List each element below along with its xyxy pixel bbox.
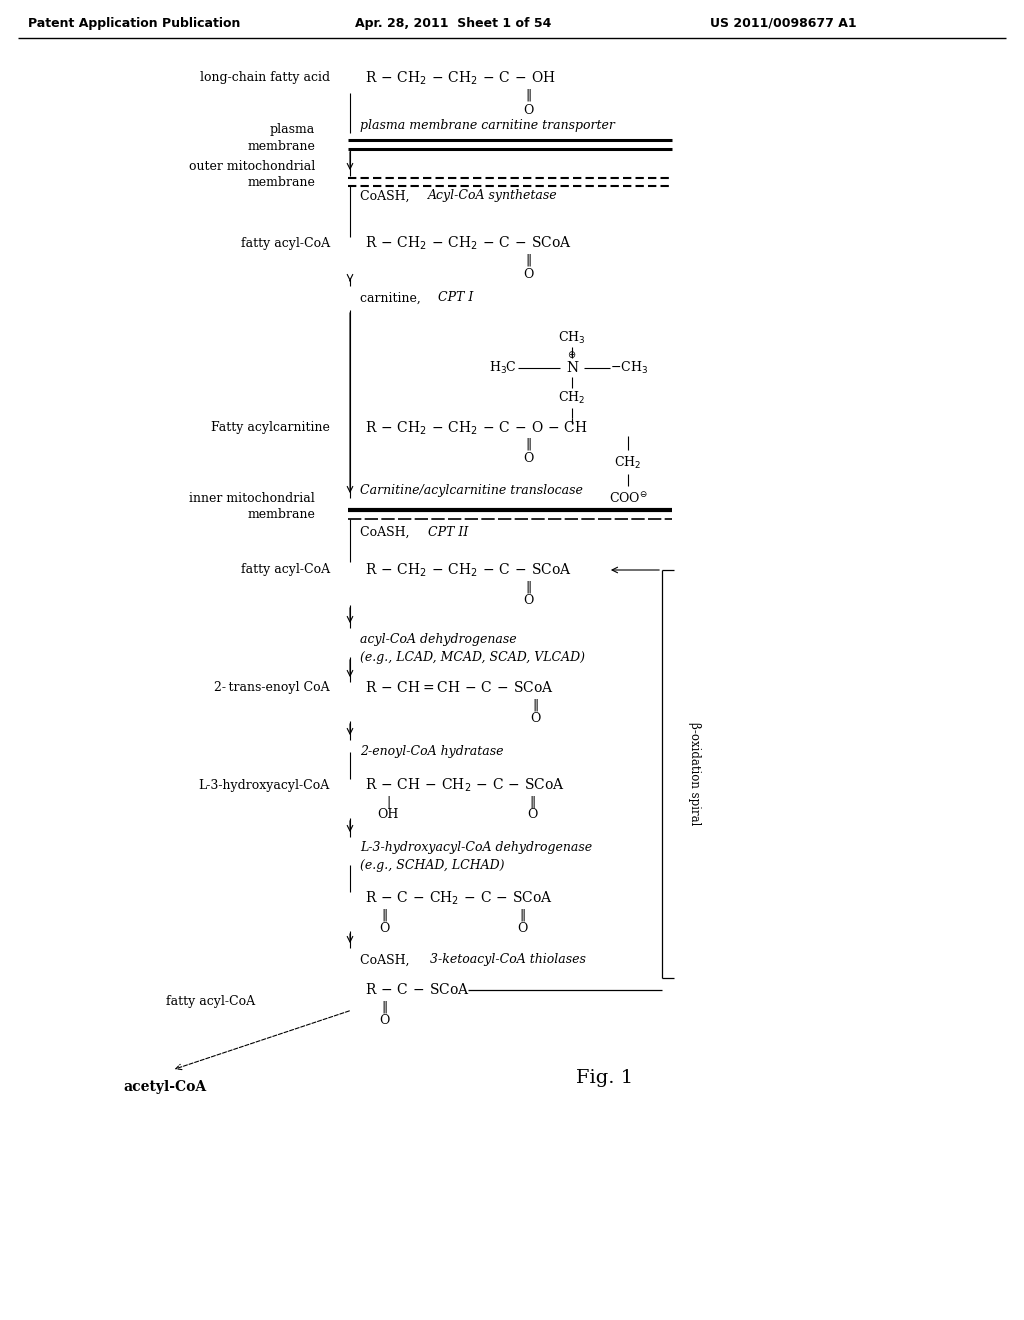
Text: $\vert$: $\vert$ — [386, 795, 390, 810]
Text: R$\,-\,$CH$_2$$\,-\,$CH$_2$$\,-\,$C$\,-\,$SCoA: R$\,-\,$CH$_2$$\,-\,$CH$_2$$\,-\,$C$\,-\… — [365, 561, 571, 578]
Text: O: O — [529, 711, 541, 725]
Text: (e.g., LCAD, MCAD, SCAD, VLCAD): (e.g., LCAD, MCAD, SCAD, VLCAD) — [360, 651, 585, 664]
Text: OH: OH — [377, 808, 398, 821]
Text: membrane: membrane — [247, 507, 315, 520]
Text: $\Vert$: $\Vert$ — [524, 87, 531, 103]
Text: plasma membrane carnitine transporter: plasma membrane carnitine transporter — [360, 120, 614, 132]
Text: $\Vert$: $\Vert$ — [524, 579, 531, 595]
Text: COO$^{\ominus}$: COO$^{\ominus}$ — [608, 491, 647, 506]
Text: O: O — [379, 921, 389, 935]
Text: R$\,-\,$CH$_2$$\,-\,$CH$_2$$\,-\,$C$\,-\,$SCoA: R$\,-\,$CH$_2$$\,-\,$CH$_2$$\,-\,$C$\,-\… — [365, 235, 571, 252]
Text: fatty acyl-CoA: fatty acyl-CoA — [166, 995, 255, 1008]
Text: inner mitochondrial: inner mitochondrial — [189, 491, 315, 504]
Text: R$\,-\,$CH$_2$$\,-\,$CH$_2$$\,-\,$C$\,-\,$O$\,-\,$CH: R$\,-\,$CH$_2$$\,-\,$CH$_2$$\,-\,$C$\,-\… — [365, 420, 588, 437]
Text: $\Vert$: $\Vert$ — [381, 999, 387, 1015]
Text: L-3-hydroxyacyl-CoA dehydrogenase: L-3-hydroxyacyl-CoA dehydrogenase — [360, 842, 592, 854]
Text: CPT I: CPT I — [438, 292, 473, 305]
Text: R$\,-\,$CH$\,-\,$CH$_2$$\,-\,$C$\,-\,$SCoA: R$\,-\,$CH$\,-\,$CH$_2$$\,-\,$C$\,-\,$SC… — [365, 776, 565, 793]
Text: $\Vert$: $\Vert$ — [524, 436, 531, 451]
Text: Fig. 1: Fig. 1 — [577, 1069, 634, 1086]
Text: membrane: membrane — [247, 176, 315, 189]
Text: L-3-hydroxyacyl-CoA: L-3-hydroxyacyl-CoA — [199, 779, 330, 792]
Text: O: O — [379, 1014, 389, 1027]
Text: membrane: membrane — [247, 140, 315, 153]
Text: outer mitochondrial: outer mitochondrial — [188, 160, 315, 173]
Text: acyl-CoA dehydrogenase: acyl-CoA dehydrogenase — [360, 634, 517, 647]
Text: H$_3$C: H$_3$C — [489, 360, 517, 376]
Text: carnitine,: carnitine, — [360, 292, 425, 305]
Text: Acyl-CoA synthetase: Acyl-CoA synthetase — [428, 190, 558, 202]
Text: Fatty acylcarnitine: Fatty acylcarnitine — [211, 421, 330, 434]
Text: $\Vert$: $\Vert$ — [528, 795, 536, 810]
Text: (e.g., SCHAD, LCHAD): (e.g., SCHAD, LCHAD) — [360, 858, 505, 871]
Text: CoASH,: CoASH, — [360, 190, 414, 202]
Text: CoASH,: CoASH, — [360, 525, 414, 539]
Text: O: O — [526, 808, 538, 821]
Text: Apr. 28, 2011  Sheet 1 of 54: Apr. 28, 2011 Sheet 1 of 54 — [355, 16, 551, 29]
Text: CH$_3$: CH$_3$ — [558, 330, 586, 346]
Text: $\Vert$: $\Vert$ — [381, 907, 387, 923]
Text: $-$CH$_3$: $-$CH$_3$ — [610, 360, 648, 376]
Text: N: N — [566, 360, 579, 375]
Text: $\Vert$: $\Vert$ — [531, 697, 539, 713]
Text: R$\,-\,$C$\,-\,$SCoA: R$\,-\,$C$\,-\,$SCoA — [365, 982, 470, 998]
Text: O: O — [523, 451, 534, 465]
Text: CH$_2$: CH$_2$ — [558, 389, 586, 407]
Text: Carnitine/acylcarnitine translocase: Carnitine/acylcarnitine translocase — [360, 483, 583, 496]
Text: plasma: plasma — [269, 124, 315, 136]
Text: $\oplus$: $\oplus$ — [567, 348, 577, 360]
Text: O: O — [523, 594, 534, 606]
Text: long-chain fatty acid: long-chain fatty acid — [200, 71, 330, 84]
Text: R$\,-\,$CH$_2$$\,-\,$CH$_2$$\,-\,$C$\,-\,$OH: R$\,-\,$CH$_2$$\,-\,$CH$_2$$\,-\,$C$\,-\… — [365, 69, 556, 87]
Text: 2-enoyl-CoA hydratase: 2-enoyl-CoA hydratase — [360, 746, 504, 759]
Text: acetyl-CoA: acetyl-CoA — [124, 1080, 207, 1094]
Text: CH$_2$: CH$_2$ — [614, 455, 642, 471]
Text: 3-ketoacyl-CoA thiolases: 3-ketoacyl-CoA thiolases — [430, 953, 586, 966]
Text: CoASH,: CoASH, — [360, 953, 414, 966]
Text: Patent Application Publication: Patent Application Publication — [28, 16, 241, 29]
Text: O: O — [517, 921, 527, 935]
Text: fatty acyl-CoA: fatty acyl-CoA — [241, 564, 330, 577]
Text: R$\,-\,$CH$=$CH$\,-\,$C$\,-\,$SCoA: R$\,-\,$CH$=$CH$\,-\,$C$\,-\,$SCoA — [365, 681, 554, 696]
Text: $\Vert$: $\Vert$ — [519, 907, 525, 923]
Text: US 2011/0098677 A1: US 2011/0098677 A1 — [710, 16, 857, 29]
Text: O: O — [523, 103, 534, 116]
Text: fatty acyl-CoA: fatty acyl-CoA — [241, 236, 330, 249]
Text: β-oxidation spiral: β-oxidation spiral — [688, 722, 701, 826]
Text: $\Vert$: $\Vert$ — [524, 252, 531, 268]
Text: CPT II: CPT II — [428, 525, 468, 539]
Text: O: O — [523, 268, 534, 281]
Text: 2- trans-enoyl CoA: 2- trans-enoyl CoA — [214, 681, 330, 694]
Text: R$\,-\,$C$\,-\,$CH$_2$$\,-\,$C$\,-\,$SCoA: R$\,-\,$C$\,-\,$CH$_2$$\,-\,$C$\,-\,$SCo… — [365, 890, 553, 907]
